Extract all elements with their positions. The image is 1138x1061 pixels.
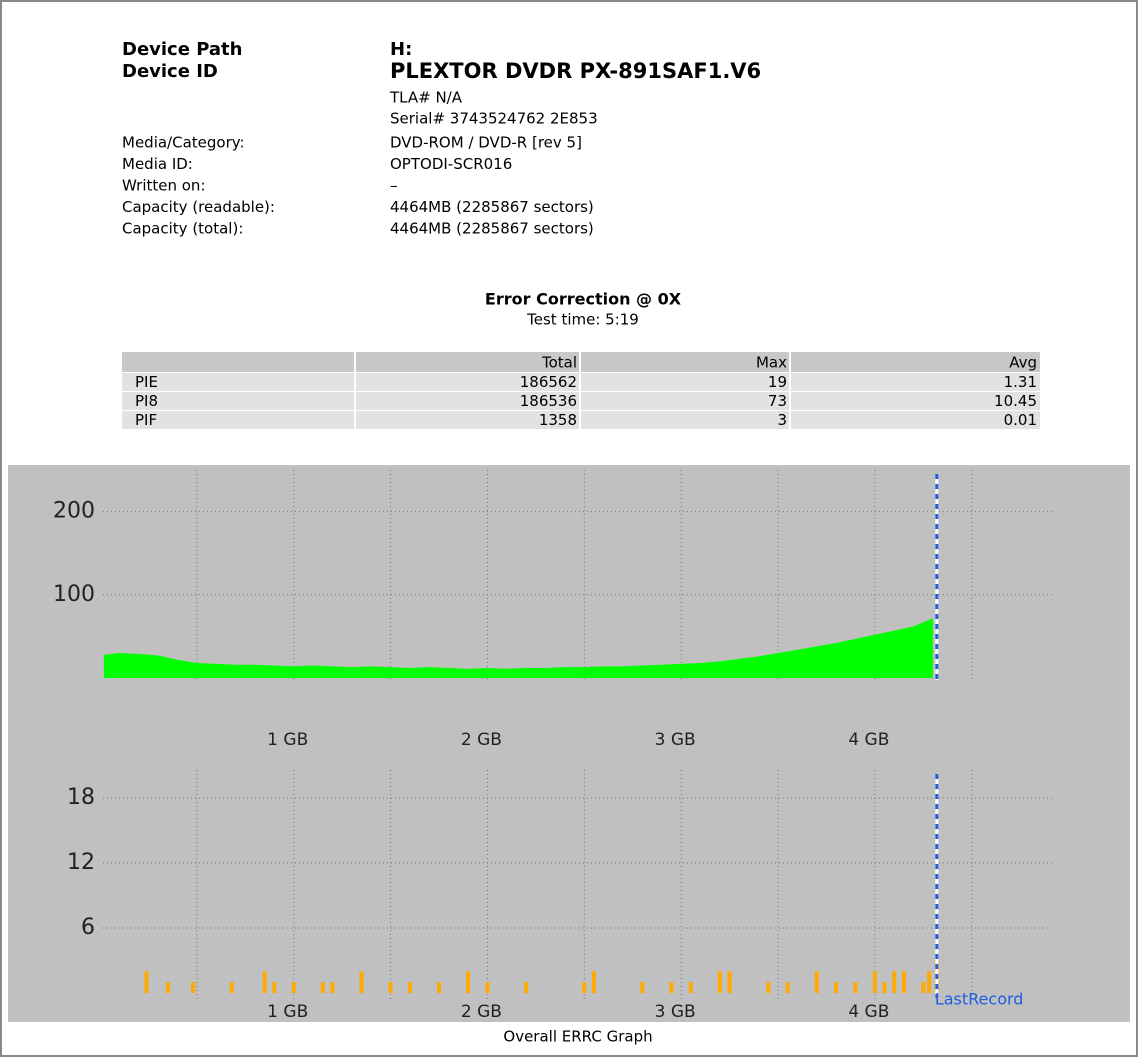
x-tick-label: 4 GB: [848, 730, 889, 750]
pif-bar: [921, 982, 926, 993]
pif-bar: [359, 971, 364, 993]
info-label: Media/Category:: [122, 134, 245, 152]
table-cell: 10.45: [994, 392, 1037, 410]
pie-area: [103, 618, 933, 678]
table-cell: PIF: [135, 411, 157, 429]
x-tick-label: 1 GB: [267, 1002, 308, 1022]
table-cell: 186536: [520, 392, 577, 410]
info-extra: Serial# 3743524762 2E853: [390, 110, 598, 128]
info-value: PLEXTOR DVDR PX-891SAF1.V6: [390, 59, 761, 83]
pif-bar: [229, 982, 234, 993]
y-tick-label: 18: [67, 785, 95, 810]
x-tick-label: 4 GB: [848, 1002, 889, 1022]
column-header: Max: [756, 354, 787, 372]
table-cell: 3: [777, 411, 787, 429]
pif-bar: [882, 982, 887, 993]
x-tick-label: 3 GB: [655, 1002, 696, 1022]
info-value: 4464MB (2285867 sectors): [390, 198, 594, 216]
y-tick-label: 12: [67, 850, 95, 875]
pif-bar: [901, 971, 906, 993]
y-tick-label: 100: [53, 582, 95, 607]
info-label: Capacity (readable):: [122, 198, 275, 216]
info-value: H:: [390, 39, 412, 60]
pif-bar: [640, 982, 645, 993]
pif-bar: [190, 982, 195, 993]
pif-bar: [688, 982, 693, 993]
pif-bar: [591, 971, 596, 993]
info-label: Capacity (total):: [122, 220, 243, 238]
pif-bar: [262, 971, 267, 993]
info-value: OPTODI-SCR016: [390, 155, 512, 173]
pif-bar: [669, 982, 674, 993]
info-value: DVD-ROM / DVD-R [rev 5]: [390, 134, 582, 152]
pif-bar: [582, 982, 587, 993]
column-header: Total: [541, 354, 577, 372]
pif-bar: [291, 982, 296, 993]
pif-bar: [814, 971, 819, 993]
pif-bar: [927, 971, 932, 993]
info-label: Device Path: [122, 39, 242, 60]
table-cell: 186562: [520, 373, 577, 391]
info-label: Device ID: [122, 61, 218, 82]
table-cell: 73: [768, 392, 787, 410]
summary-subtitle: Test time: 5:19: [526, 311, 639, 329]
pif-bar: [144, 971, 149, 993]
x-tick-label: 2 GB: [461, 730, 502, 750]
pif-bar: [165, 982, 170, 993]
x-tick-label: 2 GB: [461, 1002, 502, 1022]
pif-bar: [388, 982, 393, 993]
pif-bar: [834, 982, 839, 993]
pif-bar: [320, 982, 325, 993]
x-tick-label: 3 GB: [655, 730, 696, 750]
y-tick-label: 6: [81, 915, 95, 940]
graph-panel: [8, 465, 1130, 1022]
table-cell: 19: [768, 373, 787, 391]
pif-bar: [717, 971, 722, 993]
last-record-label: LastRecord: [935, 990, 1024, 1009]
pif-bar: [766, 982, 771, 993]
pif-bar: [436, 982, 441, 993]
pif-bar: [485, 982, 490, 993]
pif-bar: [272, 982, 277, 993]
info-label: Media ID:: [122, 155, 193, 173]
pif-bar: [892, 971, 897, 993]
info-extra: TLA# N/A: [389, 89, 463, 107]
info-value: 4464MB (2285867 sectors): [390, 220, 594, 238]
graph-caption: Overall ERRC Graph: [503, 1028, 652, 1046]
y-tick-label: 200: [53, 499, 95, 524]
pif-bar: [872, 971, 877, 993]
pif-bar: [330, 982, 335, 993]
summary-title: Error Correction @ 0X: [485, 290, 682, 309]
table-cell: PIE: [135, 373, 158, 391]
pif-bar: [853, 982, 858, 993]
pif-bar: [407, 982, 412, 993]
table-cell: 1358: [539, 411, 577, 429]
x-tick-label: 1 GB: [267, 730, 308, 750]
column-header: Avg: [1009, 354, 1037, 372]
pif-bar: [466, 971, 471, 993]
pif-bar: [785, 982, 790, 993]
table-cell: 0.01: [1004, 411, 1037, 429]
pif-bar: [727, 971, 732, 993]
table-cell: PI8: [135, 392, 158, 410]
info-value: –: [390, 177, 398, 195]
table-cell: 1.31: [1004, 373, 1037, 391]
info-label: Written on:: [122, 177, 206, 195]
pif-bar: [524, 982, 529, 993]
